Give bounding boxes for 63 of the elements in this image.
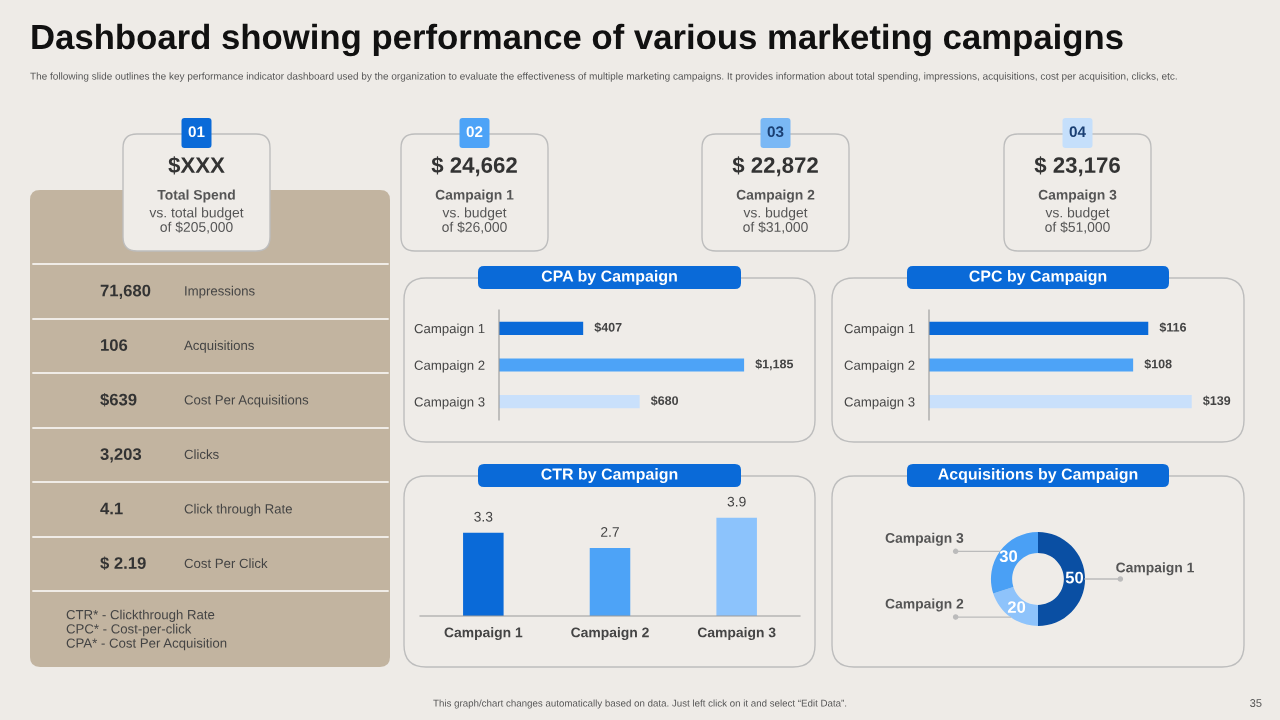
text: $ 23,176: [1034, 156, 1120, 177]
text: Total Spend: [157, 189, 235, 203]
text: $ 2.19: [100, 556, 146, 571]
text: The following slide outlines the key performance indicator dashboard used by the organization to evaluate the effectiveness of multiple marketing campaigns. It provides information about total spending, impressions, acquisitions, cost per acquisition, clicks, etc.: [30, 72, 1177, 82]
y-tick-label: Campaign 2: [844, 360, 915, 373]
text: Acquisitions: [184, 340, 254, 353]
text: vs. budget of $26,000: [442, 207, 507, 234]
donut-slice: [1038, 531, 1086, 627]
donut-slice: [990, 531, 1038, 594]
text: $639: [100, 392, 137, 407]
text: Cost Per Click: [184, 558, 268, 569]
text: Campaign 3: [1038, 189, 1117, 203]
y-tick-label: Campaign 1: [844, 323, 915, 336]
text: $ 22,872: [732, 156, 818, 177]
text: $ 24,662: [431, 156, 517, 177]
y-tick-label: Campaign 2: [414, 360, 485, 373]
text: 71,680: [100, 284, 151, 299]
text: CTR* - Clickthrough Rate CPC* - Cost-per-click CPA* - Cost Per Acquisition: [66, 609, 227, 651]
text: 02: [466, 126, 483, 138]
data-label: $1,185: [755, 358, 794, 371]
slice-label: Campaign 1: [1116, 562, 1194, 576]
text: Dashboard showing performance of various marketing campaigns: [32, 23, 1123, 57]
text: Impressions: [185, 285, 255, 299]
text: Cost Per Acquisitions: [184, 394, 309, 408]
data-label: $407: [594, 322, 622, 333]
data-label: $116: [1159, 322, 1187, 333]
data-label: 20: [1007, 601, 1026, 613]
chart-title: Acquisitions by Campaign: [938, 468, 1138, 483]
text: 03: [767, 126, 784, 138]
data-label: 3.9: [727, 496, 746, 507]
text: $XXX: [168, 156, 225, 175]
data-label: $108: [1144, 358, 1172, 370]
text: 3,203: [100, 448, 142, 463]
x-tick-label: Campaign 3: [697, 627, 776, 641]
text: 4.1: [100, 502, 123, 515]
chart-title: CTR by Campaign: [541, 468, 678, 483]
text: Clicks: [184, 449, 219, 460]
data-label: $680: [650, 395, 679, 406]
chart-title: CPC by Campaign: [969, 270, 1107, 285]
text: vs. total budget of $205,000: [149, 207, 244, 234]
text: 106: [101, 339, 128, 351]
text: Campaign 2: [736, 189, 815, 203]
text: 01: [188, 126, 205, 138]
y-tick-label: Campaign 1: [414, 323, 485, 336]
text: This graph/chart changes automatically based on data. Just left click on it and select “Edit Data”.: [433, 699, 847, 709]
text: 35: [1250, 699, 1262, 707]
x-tick-label: Campaign 2: [571, 627, 649, 641]
data-label: $139: [1203, 395, 1231, 406]
text: vs. budget of $31,000: [743, 207, 808, 234]
y-tick-label: Campaign 3: [414, 396, 485, 410]
slice-label: Campaign 2: [885, 598, 964, 612]
chart-title: CPA by Campaign: [541, 270, 677, 285]
text: Campaign 1: [435, 189, 514, 203]
data-label: 30: [999, 550, 1018, 563]
slice-label: Campaign 3: [885, 532, 964, 546]
data-label: 3.3: [474, 511, 493, 522]
y-tick-label: Campaign 3: [844, 396, 915, 410]
x-tick-label: Campaign 1: [444, 627, 523, 641]
text: Click through Rate: [184, 503, 292, 517]
data-label: 50: [1065, 571, 1084, 584]
data-label: 2.7: [601, 526, 619, 537]
text: vs. budget of $51,000: [1045, 207, 1110, 234]
text: 04: [1069, 126, 1086, 138]
